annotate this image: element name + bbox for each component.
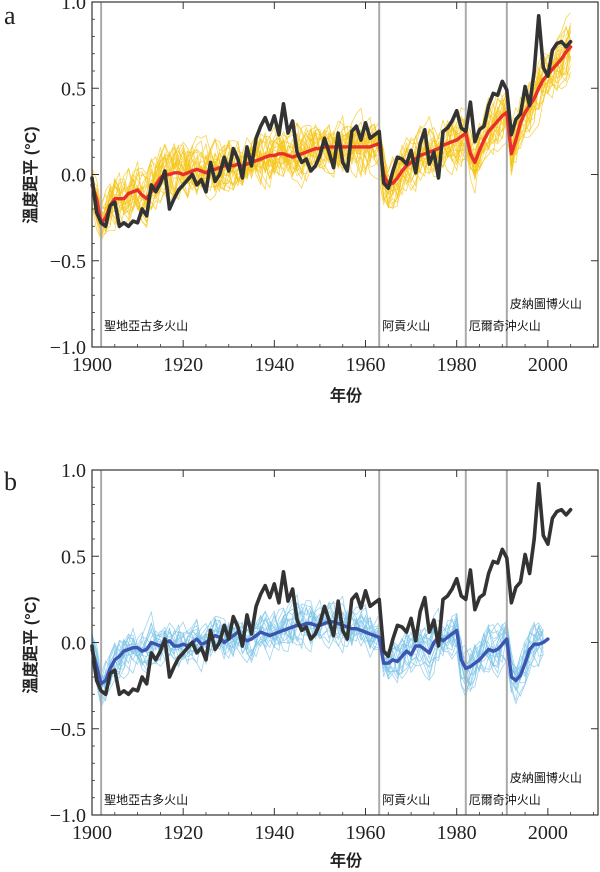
panel-b-letter: b	[4, 467, 17, 496]
panel-a-y-tick-label: 0.0	[61, 165, 86, 187]
panel-a-ensemble-member	[91, 32, 571, 217]
panel-b-ensemble-member	[91, 604, 544, 686]
panel-b-y-tick-label: 1.0	[61, 460, 86, 482]
panel-b-ticks: 1900 1920 1940 1960 1980 2000 −1.0 −0.5 0.0 0.5 1.…	[50, 460, 598, 844]
panel-a-observed-line	[90, 14, 573, 229]
panel-a-y-tick-label: −0.5	[50, 251, 86, 273]
panel-b-x-axis-title: 年份	[330, 851, 363, 870]
panel-a-volcano-label: 聖地亞古多火山	[104, 318, 188, 333]
panel-b-volcano-label: 厄爾奇沖火山	[469, 793, 541, 807]
panel-b-ensemble-member	[91, 614, 544, 705]
panel-a-x-tick-label: 1980	[437, 354, 477, 376]
panel-a-volcano-lines	[100, 2, 508, 347]
panel-a-ticks: 1900 1920 1940 1960 1980 2000 −1.0 −0.5 0.0 0.5 1.…	[50, 0, 598, 376]
panel-a-volcano-label: 皮納圖博火山	[510, 296, 582, 311]
panel-a-letter: a	[4, 1, 16, 30]
panel-b-y-tick-label: 0.0	[61, 633, 86, 655]
panel-b-plot-frame	[91, 469, 599, 816]
panel-b-volcano-labels: 聖地亞古多火山 阿貢火山 厄爾奇沖火山 皮納圖博火山	[104, 770, 582, 807]
panel-b-volcano-label: 阿貢火山	[382, 793, 430, 807]
panel-a-x-tick-label: 1960	[346, 354, 386, 376]
panel-b-x-tick-label: 1960	[346, 822, 386, 844]
panel-b-y-tick-label: 0.5	[61, 546, 86, 568]
panel-a-ensemble-member	[91, 49, 571, 233]
panel-a-ensemble-group	[91, 12, 571, 243]
panel-a-volcano-labels: 聖地亞古多火山 阿貢火山 厄爾奇沖火山 皮納圖博火山	[104, 296, 582, 333]
panel-b-chart: b 溫度距平 (°C) 年份 1900 1920 1940 1960 1980 2000 −…	[4, 460, 599, 870]
panel-a-y-tick-label: −1.0	[50, 337, 86, 359]
panel-a-series-group	[90, 14, 573, 229]
panel-a-ensemble-member	[91, 48, 571, 233]
panel-a-x-tick-label: 2000	[528, 354, 568, 376]
panel-a-volcano-label: 厄爾奇沖火山	[469, 319, 541, 333]
panel-b-volcano-label: 聖地亞古多火山	[104, 792, 188, 807]
panel-a-ensemble-member	[91, 22, 571, 230]
panel-a-volcano-label: 阿貢火山	[382, 319, 430, 333]
panel-b-x-tick-label: 1920	[163, 822, 203, 844]
panel-b-y-tick-label: −1.0	[50, 805, 86, 827]
panel-b-x-tick-label: 1940	[254, 822, 294, 844]
panel-b-volcano-label: 皮納圖博火山	[510, 770, 582, 785]
panel-a-x-axis-title: 年份	[330, 386, 363, 405]
panel-a-y-axis-title: 溫度距平 (°C)	[21, 126, 40, 223]
panel-b-x-tick-label: 2000	[528, 822, 568, 844]
panel-a-chart: a 溫度距平 (°C) 年份 1900 1920 1940 1960 1980 2000 −…	[4, 0, 599, 405]
panel-a-y-tick-label: 0.5	[61, 78, 86, 100]
panel-b-y-tick-label: −0.5	[50, 719, 86, 741]
panel-a-model-mean-line	[90, 45, 573, 225]
panel-b-x-tick-label: 1980	[437, 822, 477, 844]
panel-a-y-tick-label: 1.0	[61, 0, 86, 14]
panel-a-x-tick-label: 1920	[163, 354, 203, 376]
panel-b-observed-line	[90, 482, 573, 697]
panel-b-y-axis-title: 溫度距平 (°C)	[21, 596, 40, 693]
panel-a-x-tick-label: 1900	[72, 354, 112, 376]
panel-b-series-group	[90, 482, 573, 697]
panel-a-plot-frame	[91, 1, 599, 348]
panel-b-x-tick-label: 1900	[72, 822, 112, 844]
panel-a-ensemble-member	[91, 65, 571, 231]
panel-a-x-tick-label: 1940	[254, 354, 294, 376]
